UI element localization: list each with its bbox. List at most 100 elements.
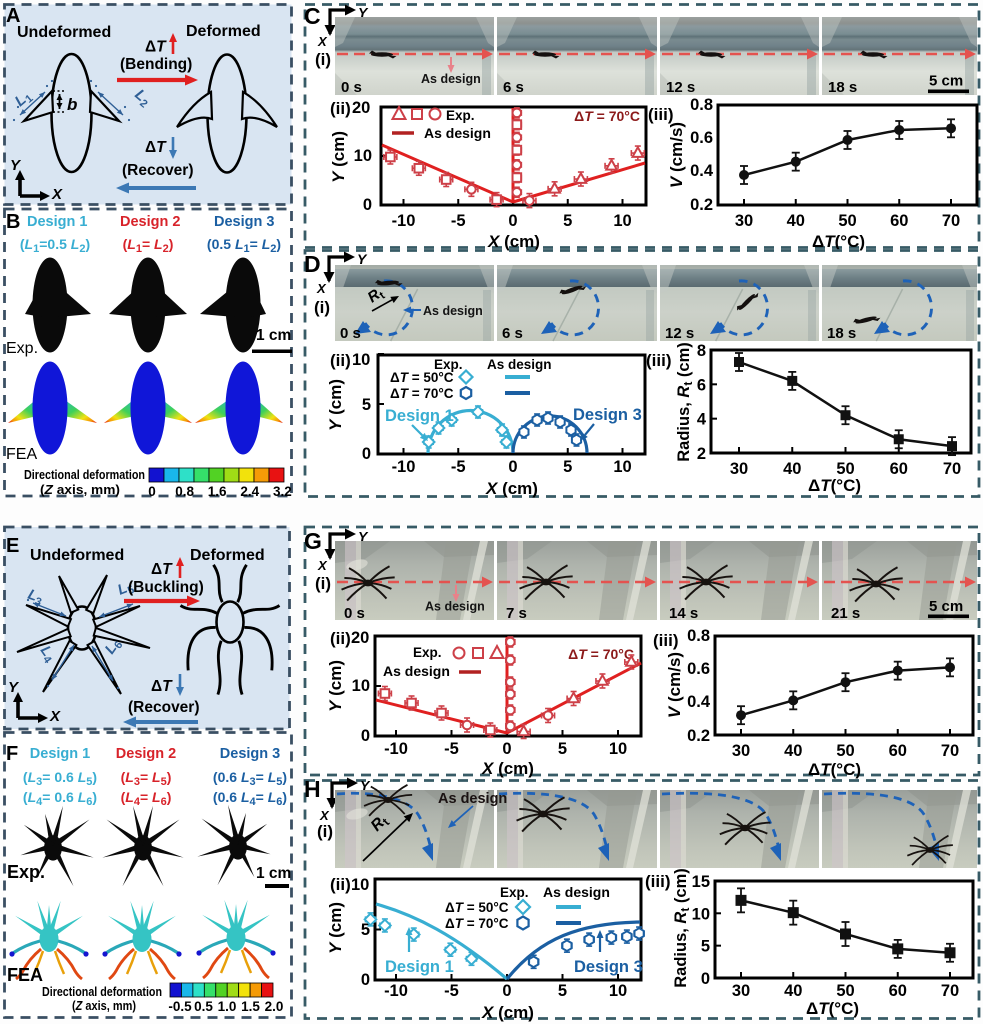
svg-text:60: 60: [890, 212, 908, 230]
svg-text:20: 20: [352, 99, 370, 117]
svg-text:As design: As design: [421, 72, 481, 86]
svg-text:(ii): (ii): [330, 99, 351, 118]
svg-text:Deformed: Deformed: [190, 547, 265, 564]
svg-text:5: 5: [362, 396, 371, 414]
svg-text:0.4: 0.4: [687, 693, 711, 711]
svg-text:70: 70: [942, 212, 960, 230]
svg-text:Exp.: Exp.: [413, 645, 442, 660]
svg-text:As design: As design: [383, 663, 450, 679]
svg-text:F: F: [6, 743, 18, 765]
svg-text:10: 10: [613, 458, 631, 476]
svg-text:Design 1: Design 1: [27, 214, 87, 230]
svg-text:40: 40: [784, 982, 802, 1000]
svg-text:0: 0: [361, 971, 370, 989]
svg-text:-10: -10: [392, 212, 416, 230]
svg-text:30: 30: [732, 742, 750, 760]
svg-text:ΔT: ΔT: [151, 678, 173, 695]
svg-text:(ii): (ii): [330, 629, 351, 648]
svg-text:Y: Y: [357, 251, 368, 267]
svg-text:0 s: 0 s: [344, 605, 365, 622]
svg-text:0 s: 0 s: [340, 325, 361, 342]
svg-text:5: 5: [563, 212, 572, 230]
svg-text:ΔT = 70°C: ΔT = 70°C: [568, 646, 634, 662]
svg-text:(L3​= L5​): (L3​= L5​): [121, 769, 172, 788]
svg-text:10: 10: [354, 147, 372, 165]
svg-text:Deformed: Deformed: [186, 23, 261, 40]
svg-text:L5​: L5​: [116, 578, 137, 600]
svg-text:30: 30: [735, 212, 753, 230]
svg-text:1 cm: 1 cm: [256, 327, 291, 344]
svg-text:V (cm/s): V (cm/s): [665, 652, 684, 718]
svg-text:18 s: 18 s: [827, 325, 856, 342]
svg-text:0.4: 0.4: [690, 162, 714, 180]
svg-text:E: E: [6, 535, 19, 557]
svg-text:5 cm: 5 cm: [929, 598, 963, 615]
svg-text:1 cm: 1 cm: [256, 865, 291, 882]
svg-text:60: 60: [889, 982, 907, 1000]
svg-text:(0.6 L4​= L6​): (0.6 L4​= L6​): [213, 789, 287, 808]
svg-text:(L4​= L6​): (L4​= L6​): [121, 789, 172, 808]
svg-text:-10: -10: [384, 982, 408, 1000]
svg-text:6: 6: [697, 376, 706, 394]
svg-text:Exp.: Exp.: [446, 108, 475, 123]
svg-text:Design 1: Design 1: [385, 958, 454, 976]
svg-text:As design: As design: [424, 125, 491, 141]
svg-text:H: H: [304, 776, 321, 802]
svg-text:Y (cm): Y (cm): [329, 131, 348, 183]
svg-text:Y: Y: [10, 157, 22, 174]
svg-text:ΔT = 70°C: ΔT = 70°C: [390, 386, 454, 401]
svg-text:ΔT = 70°C: ΔT = 70°C: [445, 916, 509, 931]
svg-text:ΔT = 50°C: ΔT = 50°C: [390, 370, 454, 385]
svg-text:X: X: [49, 708, 61, 725]
svg-text:1.0: 1.0: [218, 999, 237, 1014]
svg-text:D: D: [304, 251, 321, 277]
svg-text:ΔT: ΔT: [145, 139, 167, 156]
svg-text:Y (cm): Y (cm): [326, 379, 345, 431]
svg-text:0.8: 0.8: [687, 627, 710, 645]
svg-text:ΔT(°C): ΔT(°C): [808, 760, 861, 779]
svg-text:5: 5: [558, 740, 567, 758]
svg-text:0.2: 0.2: [690, 196, 713, 214]
svg-text:50: 50: [836, 742, 854, 760]
svg-text:(i): (i): [315, 574, 331, 593]
svg-text:0.2: 0.2: [687, 727, 710, 745]
svg-text:3.2: 3.2: [273, 484, 292, 499]
svg-text:Design 2: Design 2: [116, 746, 176, 762]
svg-text:Exp.: Exp.: [500, 885, 529, 900]
svg-text:Design 1: Design 1: [385, 407, 454, 425]
svg-text:(i): (i): [315, 50, 331, 69]
svg-text:A: A: [6, 5, 20, 27]
svg-text:Exp.: Exp.: [434, 357, 463, 372]
svg-text:(L1​= L2​): (L1​= L2​): [123, 236, 174, 255]
svg-text:Directional deformation: Directional deformation: [42, 985, 162, 999]
svg-text:FEA: FEA: [6, 446, 37, 463]
svg-text:X: X: [51, 186, 63, 203]
svg-text:(iii): (iii): [653, 631, 679, 650]
svg-text:(Z axis, mm): (Z axis, mm): [40, 483, 120, 497]
svg-text:0: 0: [508, 458, 517, 476]
svg-text:(i): (i): [314, 298, 330, 317]
svg-text:10: 10: [352, 677, 370, 695]
svg-text:(L4​= 0.6 L6​): (L4​= 0.6 L6​): [23, 789, 97, 808]
svg-text:18 s: 18 s: [828, 79, 857, 96]
svg-text:5: 5: [701, 938, 710, 956]
svg-text:Design 3: Design 3: [214, 214, 274, 230]
svg-text:ΔT = 50°C: ΔT = 50°C: [445, 900, 509, 915]
svg-text:0.5: 0.5: [194, 999, 213, 1014]
svg-text:4: 4: [697, 411, 707, 429]
svg-text:14 s: 14 s: [669, 605, 698, 622]
svg-text:ΔT(°C): ΔT(°C): [812, 232, 865, 251]
svg-text:FEA: FEA: [7, 965, 43, 985]
svg-text:V (cm/s): V (cm/s): [667, 122, 686, 188]
svg-text:(Bending): (Bending): [120, 56, 192, 73]
svg-text:Y: Y: [360, 778, 371, 794]
svg-text:1.5: 1.5: [241, 999, 260, 1014]
svg-text:5: 5: [361, 921, 370, 939]
svg-text:(iii): (iii): [645, 872, 671, 891]
svg-text:30: 30: [732, 982, 750, 1000]
svg-text:-5: -5: [451, 212, 466, 230]
svg-text:X (cm): X (cm): [481, 1003, 534, 1022]
svg-text:21 s: 21 s: [831, 605, 860, 622]
svg-text:(Recover): (Recover): [128, 699, 200, 716]
svg-text:15: 15: [692, 873, 710, 891]
